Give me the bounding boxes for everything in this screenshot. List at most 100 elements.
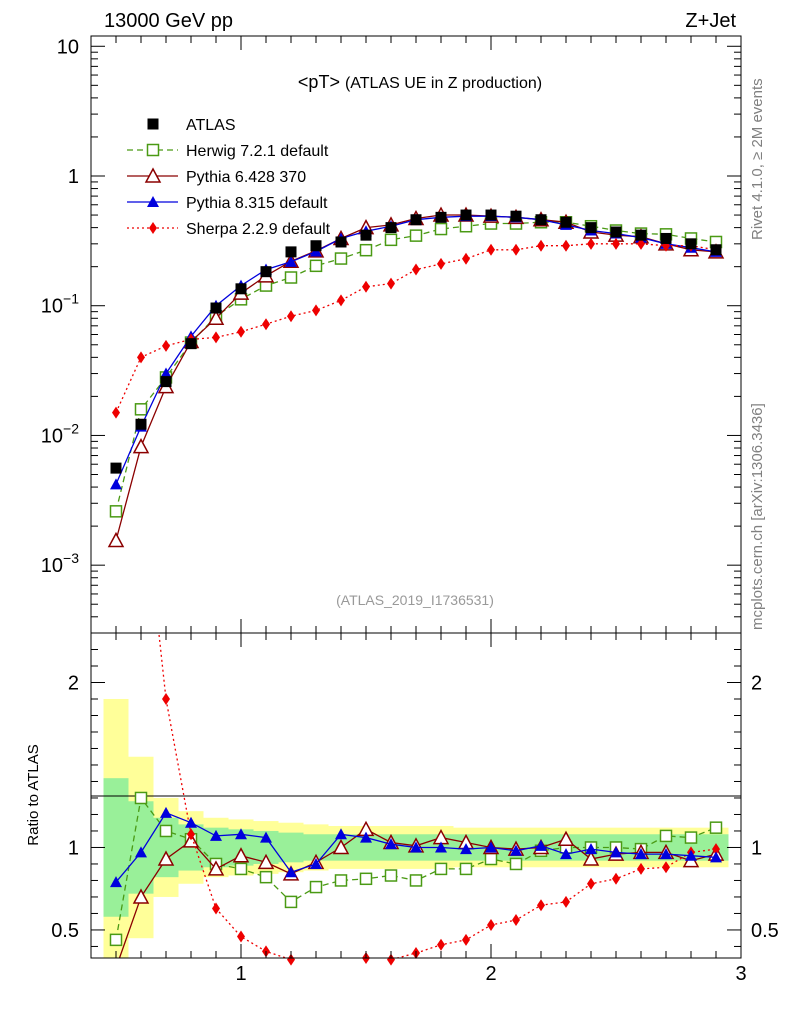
top-point-atlas <box>310 240 322 252</box>
ratio-y-tick-label: 1 <box>68 837 79 859</box>
bot-point-pythia6 <box>557 830 575 846</box>
x-tick-label: 3 <box>735 963 746 985</box>
bot-point-pythia6 <box>132 888 150 904</box>
top-point-atlas <box>160 376 172 388</box>
top-point-herwig <box>459 219 473 233</box>
bot-point-herwig <box>509 857 523 871</box>
top-point-atlas <box>685 238 697 250</box>
top-point-sherpa <box>562 239 570 252</box>
bot-point-pythia8 <box>260 831 272 843</box>
top-point-sherpa <box>587 237 595 250</box>
bot-point-sherpa <box>612 872 620 885</box>
bot-point-sherpa <box>287 953 295 966</box>
analysis-watermark: (ATLAS_2019_I1736531) <box>336 592 494 608</box>
bot-point-sherpa <box>387 953 395 966</box>
y-tick-label: 10−1 <box>41 291 79 318</box>
y-tick-label: 10−2 <box>41 420 79 447</box>
bot-point-pythia8 <box>285 866 297 878</box>
top-point-pythia6 <box>132 438 150 454</box>
bot-point-sherpa <box>537 899 545 912</box>
bot-point-pythia8 <box>435 841 447 853</box>
bot-point-pythia8 <box>460 843 472 855</box>
top-point-herwig <box>134 403 148 416</box>
top-point-sherpa <box>387 277 395 290</box>
top-point-herwig <box>334 252 348 265</box>
bot-line-sherpa <box>158 633 717 958</box>
top-point-atlas <box>660 232 672 244</box>
bot-point-herwig <box>459 862 473 876</box>
bot-point-pythia8 <box>610 846 622 858</box>
bot-point-pythia8 <box>385 838 397 850</box>
legend-label-atlas: ATLAS <box>186 117 236 134</box>
top-point-sherpa <box>237 325 245 338</box>
bot-point-pythia8 <box>635 848 647 860</box>
plot-title-sub: (ATLAS UE in Z production) <box>345 75 542 92</box>
bot-point-sherpa <box>212 902 220 915</box>
bot-point-pythia8 <box>710 851 722 863</box>
top-series-pythia6 <box>107 206 725 548</box>
bot-point-pythia6 <box>257 853 275 870</box>
bot-point-pythia8 <box>110 876 122 888</box>
top-point-sherpa <box>412 263 420 276</box>
top-point-sherpa <box>512 243 520 256</box>
top-point-sherpa <box>362 280 370 293</box>
bot-point-herwig <box>334 874 348 887</box>
bot-point-pythia8 <box>360 831 372 843</box>
bot-point-sherpa <box>487 919 495 932</box>
legend-marker-herwig <box>146 143 160 157</box>
top-point-atlas <box>185 338 197 350</box>
bot-point-pythia6 <box>332 838 350 855</box>
bot-point-pythia8 <box>135 846 147 858</box>
bot-point-sherpa <box>187 828 195 841</box>
bot-point-pythia6 <box>157 850 175 866</box>
legend-label-herwig: Herwig 7.2.1 default <box>186 143 329 160</box>
top-series-herwig <box>109 215 723 518</box>
bot-point-pythia8 <box>510 844 522 856</box>
top-point-atlas <box>535 214 547 226</box>
top-point-atlas <box>410 214 422 226</box>
bot-point-sherpa <box>237 930 245 943</box>
rivet-label: Rivet 4.1.0, ≥ 2M events <box>749 78 766 240</box>
bot-point-herwig <box>134 791 148 805</box>
top-point-sherpa <box>612 237 620 250</box>
top-point-atlas <box>635 229 647 241</box>
bot-point-pythia8 <box>685 849 697 861</box>
x-tick-label: 2 <box>485 963 496 985</box>
bot-point-herwig <box>109 933 123 947</box>
top-point-atlas <box>560 216 572 228</box>
bot-point-herwig <box>284 895 298 909</box>
top-point-herwig <box>409 229 423 242</box>
top-point-herwig <box>359 243 373 257</box>
top-point-pythia6 <box>207 309 225 326</box>
legend-label-sherpa: Sherpa 2.2.9 default <box>186 221 331 238</box>
top-point-atlas <box>135 418 147 430</box>
bot-point-sherpa <box>437 938 445 951</box>
y-tick-label: 1 <box>68 166 79 188</box>
bot-point-sherpa <box>562 895 570 908</box>
bot-point-sherpa <box>712 843 720 856</box>
top-point-pythia8 <box>285 255 297 267</box>
y-tick-label: 10 <box>57 36 79 58</box>
top-point-atlas <box>385 222 397 234</box>
top-point-sherpa <box>312 304 320 317</box>
top-point-sherpa <box>262 318 270 331</box>
legend-marker-atlas <box>147 118 159 130</box>
bot-point-sherpa <box>637 862 645 875</box>
ratio-y-tick-label: 0.5 <box>51 920 79 942</box>
bot-point-pythia6 <box>232 847 250 863</box>
legend-marker-pythia6 <box>144 167 162 183</box>
legend-label-pythia8: Pythia 8.315 default <box>186 195 328 212</box>
bot-point-pythia8 <box>310 857 322 869</box>
top-series-atlas <box>110 209 722 474</box>
top-point-sherpa <box>537 239 545 252</box>
bot-point-herwig <box>159 824 173 838</box>
bot-point-sherpa <box>587 877 595 890</box>
bot-point-pythia8 <box>585 843 597 855</box>
top-point-atlas <box>235 283 247 295</box>
top-point-atlas <box>110 462 122 474</box>
process-label: Z+Jet <box>685 10 736 32</box>
top-point-sherpa <box>637 237 645 250</box>
bot-point-sherpa <box>462 933 470 946</box>
bot-point-pythia8 <box>535 839 547 851</box>
